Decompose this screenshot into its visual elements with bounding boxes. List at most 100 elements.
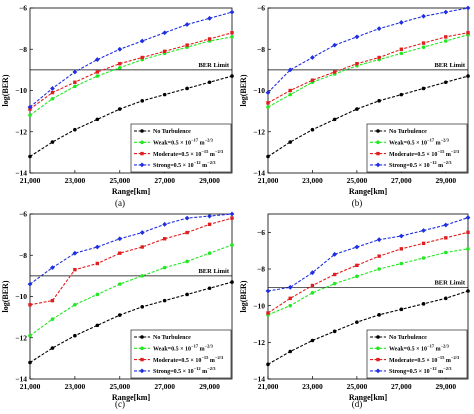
data-point [266,101,270,105]
series-line [267,7,469,93]
series-line [267,75,469,157]
data-point [73,84,77,89]
x-tick-label: 25,000 [347,382,368,391]
data-point [310,338,315,343]
data-point [332,117,337,122]
data-point [310,283,315,288]
panel-a: BER Limit 21,000 23,000 25,000 27,000 29,000 −… [1,4,235,208]
series-strong [265,5,471,95]
data-point [332,70,337,74]
x-tick-label: 27,000 [391,382,412,391]
legend-label-main: Moderate=0.5 × 10 [153,152,201,158]
data-point [117,236,123,242]
data-point [466,230,470,235]
data-point [310,127,315,132]
y-tick-label: −8 [19,251,27,260]
data-point [332,329,337,334]
legend-label-main: Weak=0.5 × 10 [389,347,427,353]
series-strong [265,215,471,294]
data-point [377,254,381,258]
legend-entry-weak: Weak=0.5 × 10−17 m−2/3 [134,138,214,147]
data-point [332,272,337,277]
y-tick-label: −12 [15,127,27,136]
data-point [465,5,471,11]
data-point [50,265,55,271]
data-point [230,31,234,35]
data-point [72,250,78,256]
data-point [95,292,100,297]
legend-label-unit-exponent: −2/3 [205,344,214,349]
legend-label: Strong=0.5 × 10−12 m−2/3 [153,160,216,169]
panel-caption: (b) [352,198,363,208]
y-tick-label: −8 [257,265,265,274]
data-point [72,69,78,75]
data-point [73,127,77,132]
panel-caption: (d) [352,399,363,409]
legend-label: Weak=0.5 × 10−17 m−2/3 [389,344,450,353]
legend-entry-weak: Weak=0.5 × 10−17 m−2/3 [134,344,214,353]
data-point [140,55,144,60]
data-point [162,298,167,303]
legend-label-exponent: −15 [201,149,209,154]
data-point [95,117,100,122]
legend-box [130,123,232,173]
legend-label-unit: m [201,369,208,375]
legend-marker [376,346,380,351]
data-point [399,92,404,97]
data-point [27,281,33,287]
series-line [267,217,469,292]
legend-entry-moderate: Moderate=0.5 × 10−15 m−2/3 [370,355,460,364]
y-tick-label: −12 [253,127,265,136]
data-point [162,92,167,97]
legend-marker [140,357,144,362]
x-tick-label: 29,000 [199,176,220,185]
legend-label-main: Moderate=0.5 × 10 [389,358,437,364]
data-point [73,80,77,84]
series-moderate [28,216,234,307]
data-point [139,230,145,235]
data-point [443,250,448,255]
legend-label-main: Strong=0.5 × 10 [389,163,430,169]
data-point [50,90,55,95]
legend-label: No Turbulence [389,335,427,341]
x-tick-label: 25,000 [109,382,130,391]
series-line [267,32,469,104]
data-point [229,211,235,217]
legend-label: No Turbulence [153,129,191,135]
y-tick-label: −8 [19,45,27,54]
legend-label-exponent: −12 [194,366,202,371]
data-point [443,39,448,43]
series-line [267,231,469,314]
y-tick-label: −10 [253,86,265,95]
data-point [443,9,449,15]
series-line [29,75,233,157]
series-no-turbulence [266,74,470,159]
data-point [265,90,271,95]
y-tick-label: −6 [19,4,27,13]
legend-label-unit: m [208,358,215,364]
legend-marker [375,162,381,168]
data-point [230,35,234,39]
data-point [288,92,293,97]
x-axis-label: Range[km] [112,393,151,402]
data-point [310,78,315,82]
data-point [207,37,212,41]
data-point [288,349,293,354]
x-tick-label: 27,000 [154,176,175,185]
data-point [207,251,212,255]
legend-label: Weak=0.5 × 10−17 m−2/3 [153,344,214,353]
data-point [94,57,100,62]
data-point [332,281,337,286]
series-line [29,36,233,116]
data-point [185,259,189,264]
data-point [421,86,426,91]
x-axis-label: Range[km] [112,187,151,196]
legend-label-exponent: −17 [191,138,199,143]
data-point [421,45,426,49]
series-line [29,281,233,363]
legend-label: No Turbulence [153,335,191,341]
data-point [28,113,32,118]
data-point [377,313,381,317]
y-tick-label: −10 [253,301,265,310]
y-tick-label: −8 [257,45,265,54]
